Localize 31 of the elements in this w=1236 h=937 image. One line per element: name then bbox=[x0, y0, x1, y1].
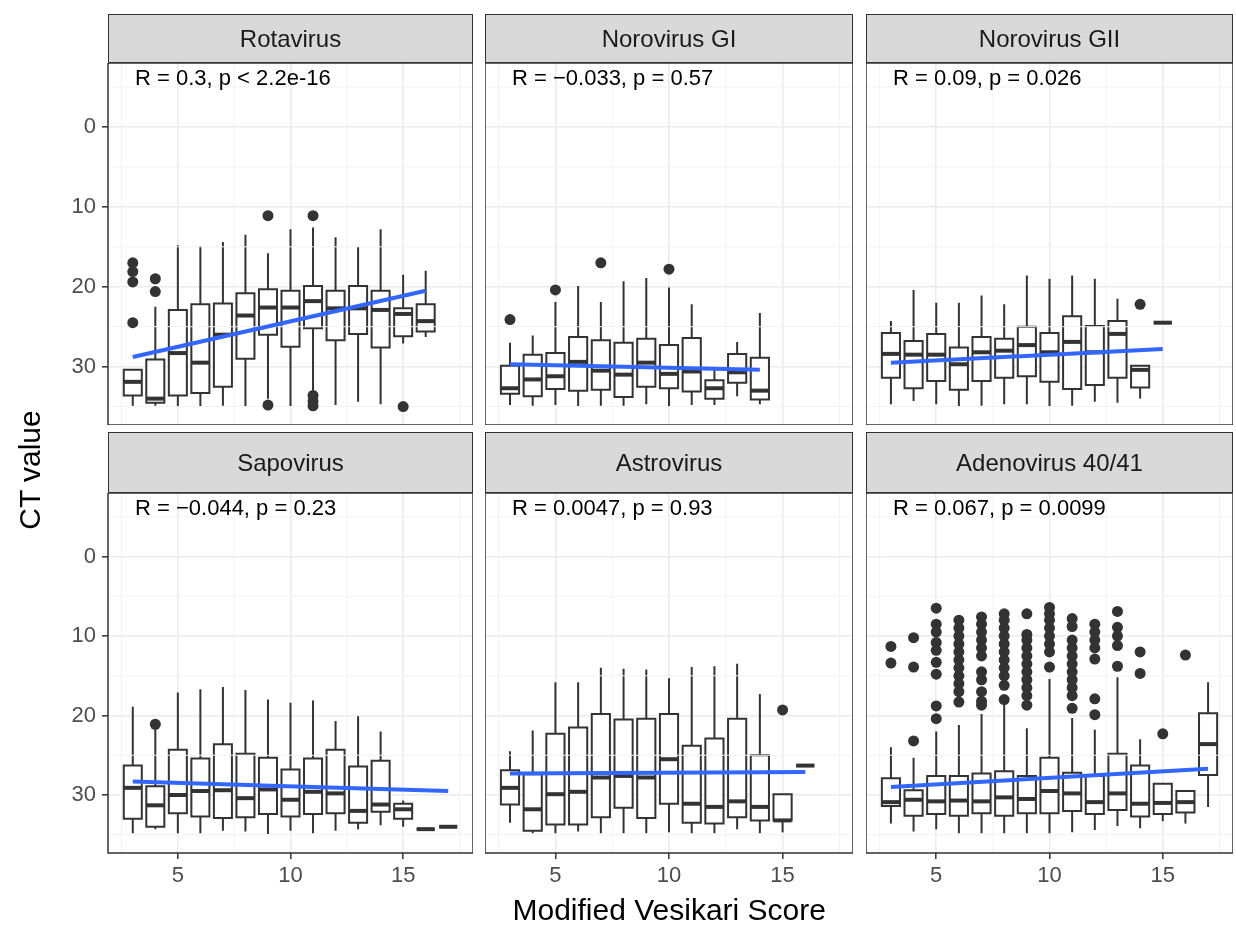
y-tick-label: 20 bbox=[71, 701, 96, 727]
y-tick-label: 30 bbox=[71, 352, 96, 378]
chart-title: Rotavirus bbox=[108, 14, 473, 63]
x-tick-label: 15 bbox=[1150, 862, 1176, 888]
x-tick-label: 5 bbox=[171, 862, 184, 888]
y-tick-label: 10 bbox=[71, 622, 96, 648]
chart-title: Norovirus GII bbox=[866, 14, 1233, 63]
x-tick-label: 10 bbox=[278, 862, 303, 888]
y-tick-label: 10 bbox=[71, 192, 96, 218]
chart-title: Sapovirus bbox=[108, 432, 473, 493]
annotation: R = 0.067, p = 0.0099 bbox=[893, 495, 1106, 521]
x-tick-label: 15 bbox=[770, 862, 795, 888]
annotation: R = 0.0047, p = 0.93 bbox=[512, 495, 713, 521]
chart-title: Adenovirus 40/41 bbox=[866, 432, 1233, 493]
x-tick-label: 15 bbox=[390, 862, 416, 888]
y-tick-label: 20 bbox=[71, 272, 96, 298]
y-tick-label: 0 bbox=[83, 112, 96, 138]
x-axis-title: Modified Vesikari Score bbox=[512, 893, 826, 927]
x-tick-label: 10 bbox=[656, 862, 682, 888]
y-tick-label: 30 bbox=[71, 781, 96, 807]
annotation: R = −0.033, p = 0.57 bbox=[512, 65, 714, 91]
annotation: R = 0.09, p = 0.026 bbox=[893, 65, 1082, 91]
y-tick-label: 0 bbox=[83, 542, 96, 568]
chart-title: Norovirus GI bbox=[485, 14, 853, 63]
x-tick-label: 10 bbox=[1037, 862, 1062, 888]
annotation: R = −0.044, p = 0.23 bbox=[135, 495, 337, 521]
chart-title: Astrovirus bbox=[485, 432, 853, 493]
y-axis-title: CT value bbox=[12, 410, 47, 530]
x-tick-label: 5 bbox=[549, 862, 562, 888]
x-tick-label: 5 bbox=[930, 862, 943, 888]
annotation: R = 0.3, p < 2.2e-16 bbox=[135, 65, 331, 91]
